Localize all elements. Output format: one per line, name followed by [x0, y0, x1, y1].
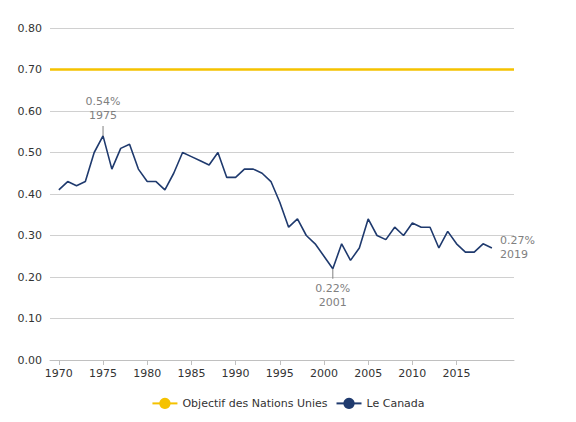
svg-text:Le Canada: Le Canada	[367, 397, 425, 410]
svg-text:1970: 1970	[45, 367, 73, 380]
svg-text:1985: 1985	[177, 367, 205, 380]
svg-text:1995: 1995	[266, 367, 294, 380]
svg-text:0.54%: 0.54%	[86, 95, 121, 108]
svg-text:0.27%: 0.27%	[500, 234, 535, 247]
svg-text:0.60: 0.60	[18, 105, 43, 118]
svg-text:1975: 1975	[89, 367, 117, 380]
svg-text:2015: 2015	[443, 367, 471, 380]
svg-text:0.80: 0.80	[18, 22, 43, 35]
svg-text:0.50: 0.50	[18, 146, 43, 159]
svg-text:0.20: 0.20	[18, 271, 43, 284]
svg-text:1975: 1975	[89, 109, 117, 122]
svg-text:0.40: 0.40	[18, 188, 43, 201]
svg-text:0.00: 0.00	[18, 354, 43, 367]
svg-text:0.70: 0.70	[18, 63, 43, 76]
svg-text:Objectif des Nations Unies: Objectif des Nations Unies	[182, 397, 327, 410]
svg-text:2010: 2010	[398, 367, 426, 380]
svg-text:2000: 2000	[310, 367, 338, 380]
svg-text:2019: 2019	[500, 248, 528, 261]
svg-text:1980: 1980	[133, 367, 161, 380]
svg-text:2001: 2001	[319, 296, 347, 309]
svg-text:0.30: 0.30	[18, 229, 43, 242]
svg-text:1990: 1990	[222, 367, 250, 380]
svg-text:2005: 2005	[354, 367, 382, 380]
svg-text:0.10: 0.10	[18, 312, 43, 325]
svg-text:0.22%: 0.22%	[315, 282, 350, 295]
